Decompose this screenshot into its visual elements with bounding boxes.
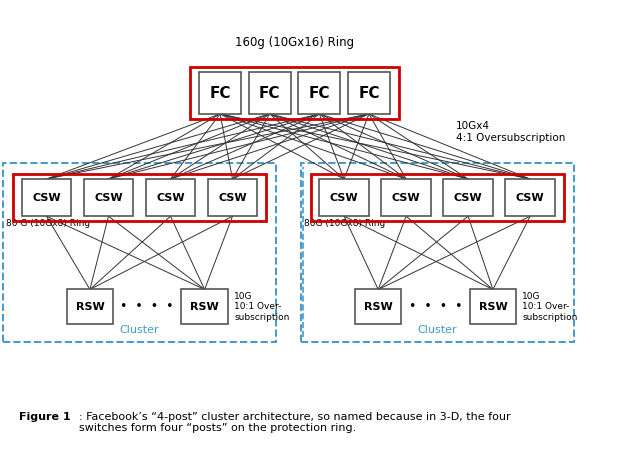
Text: •  •  •  •: • • • • <box>120 300 174 313</box>
Text: 10Gx4
4:1 Oversubscription: 10Gx4 4:1 Oversubscription <box>456 121 565 142</box>
Text: 10G
10:1 Over-
subscription: 10G 10:1 Over- subscription <box>234 292 290 322</box>
FancyBboxPatch shape <box>22 179 71 216</box>
Text: Cluster: Cluster <box>120 325 159 335</box>
FancyBboxPatch shape <box>381 179 431 216</box>
FancyBboxPatch shape <box>505 179 555 216</box>
Text: •  •  •  •: • • • • <box>409 300 463 313</box>
Text: CSW: CSW <box>32 193 61 203</box>
Text: FC: FC <box>259 86 280 100</box>
Text: Figure 1: Figure 1 <box>19 412 70 422</box>
Text: CSW: CSW <box>392 193 420 203</box>
Text: RSW: RSW <box>190 302 219 312</box>
Text: FC: FC <box>210 86 231 100</box>
Text: CSW: CSW <box>94 193 123 203</box>
FancyBboxPatch shape <box>182 289 228 325</box>
FancyBboxPatch shape <box>199 72 241 114</box>
Text: 10G
10:1 Over-
subscription: 10G 10:1 Over- subscription <box>522 292 578 322</box>
FancyBboxPatch shape <box>146 179 195 216</box>
Text: RSW: RSW <box>76 302 104 312</box>
Text: CSW: CSW <box>156 193 185 203</box>
FancyBboxPatch shape <box>355 289 402 325</box>
FancyBboxPatch shape <box>470 289 516 325</box>
Text: : Facebook’s “4-post” cluster architecture, so named because in 3-D, the four
sw: : Facebook’s “4-post” cluster architectu… <box>79 412 511 433</box>
Text: Cluster: Cluster <box>417 325 457 335</box>
Text: 80G (10Gx8) Ring: 80G (10Gx8) Ring <box>304 219 385 227</box>
Text: CSW: CSW <box>330 193 358 203</box>
Text: CSW: CSW <box>516 193 544 203</box>
FancyBboxPatch shape <box>66 289 113 325</box>
FancyBboxPatch shape <box>443 179 493 216</box>
Text: FC: FC <box>309 86 330 100</box>
Text: CSW: CSW <box>218 193 247 203</box>
Text: 160g (10Gx16) Ring: 160g (10Gx16) Ring <box>235 36 354 49</box>
Text: FC: FC <box>358 86 379 100</box>
Text: 80 G (10Gx8) Ring: 80 G (10Gx8) Ring <box>6 219 91 227</box>
FancyBboxPatch shape <box>298 72 340 114</box>
FancyBboxPatch shape <box>208 179 257 216</box>
Text: CSW: CSW <box>454 193 482 203</box>
FancyBboxPatch shape <box>249 72 291 114</box>
FancyBboxPatch shape <box>84 179 133 216</box>
Text: RSW: RSW <box>479 302 507 312</box>
Text: RSW: RSW <box>364 302 392 312</box>
FancyBboxPatch shape <box>348 72 390 114</box>
FancyBboxPatch shape <box>319 179 369 216</box>
